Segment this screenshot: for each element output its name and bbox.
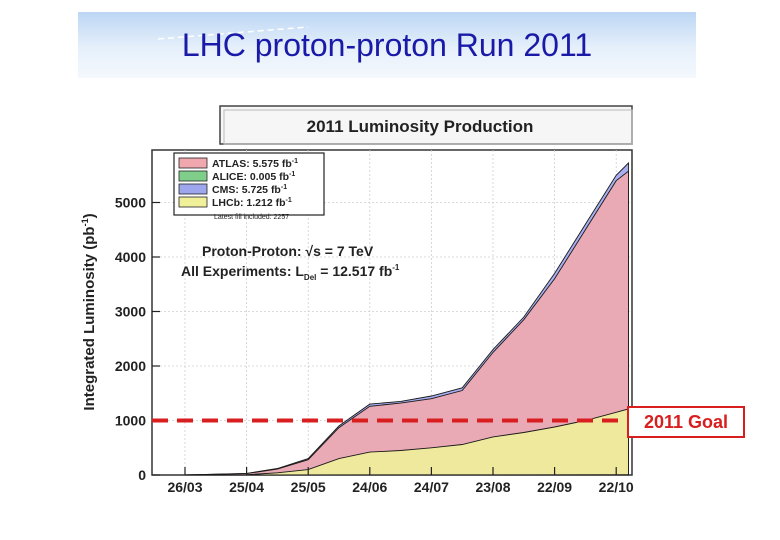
x-tick-label: 22/09 [537,479,572,495]
area-atlas [184,170,629,476]
chart-title: 2011 Luminosity Production [307,117,534,136]
annotation-line1-post: s = 7 TeV [313,243,374,259]
legend-entry: ATLAS: 5.575 fb-1 [212,158,298,170]
legend-swatch [178,170,208,182]
x-tick-label: 22/10 [599,479,634,495]
title-banner: LHC proton-proton Run 2011 [78,12,696,78]
annotation-proton-proton: Proton-Proton: √s = 7 TeV [202,243,374,259]
legend-swatch [178,157,208,169]
goal-label: 2011 Goal [627,406,745,438]
annotation-line2-sup: -1 [392,263,400,272]
x-tick-label: 25/05 [291,479,326,495]
y-tick-label: 2000 [115,358,146,374]
legend-swatch [178,183,208,195]
x-tick-label: 24/06 [352,479,387,495]
y-tick-label: 0 [138,467,146,483]
annotation-line2-post: = 12.517 fb [316,263,392,279]
x-tick-label: 24/07 [414,479,449,495]
x-tick-label: 26/03 [167,479,202,495]
annotation-all-experiments: All Experiments: LDel = 12.517 fb-1 [181,263,400,282]
y-axis-label-close: ) [81,213,98,218]
page-title: LHC proton-proton Run 2011 [181,27,593,63]
y-axis-label: Integrated Luminosity (pb-1) [80,213,98,410]
area-lhcb [184,408,629,476]
y-ticks: 0 1000 2000 3000 4000 5000 [115,195,160,483]
legend-entry: LHCb: 1.212 fb-1 [212,197,292,209]
series-areas [184,161,629,476]
annotation-line2-pre: All Experiments: L [181,263,304,279]
x-ticks: 26/03 25/04 25/05 24/06 24/07 23/08 22/09 22/10 [167,467,634,495]
legend-entry: CMS: 5.725 fb-1 [212,184,287,196]
x-tick-label: 23/08 [475,479,510,495]
legend-swatch [178,196,208,208]
legend-note: Latest fill included: 2257 [214,214,289,221]
y-tick-label: 1000 [115,413,146,429]
y-tick-label: 3000 [115,304,146,320]
decorative-dash-line [158,26,308,40]
y-tick-label: 5000 [115,195,146,211]
annotation-sqrt: √ [305,243,313,259]
annotation-line1-pre: Proton-Proton: [202,243,305,259]
y-tick-label: 4000 [115,249,146,265]
y-axis-label-text: Integrated Luminosity (pb [81,226,98,410]
annotation-line2-sub: Del [304,273,316,282]
y-axis-label-sup: -1 [80,218,90,226]
legend-entry: ALICE: 0.005 fb-1 [212,171,295,183]
x-tick-label: 25/04 [229,479,264,495]
